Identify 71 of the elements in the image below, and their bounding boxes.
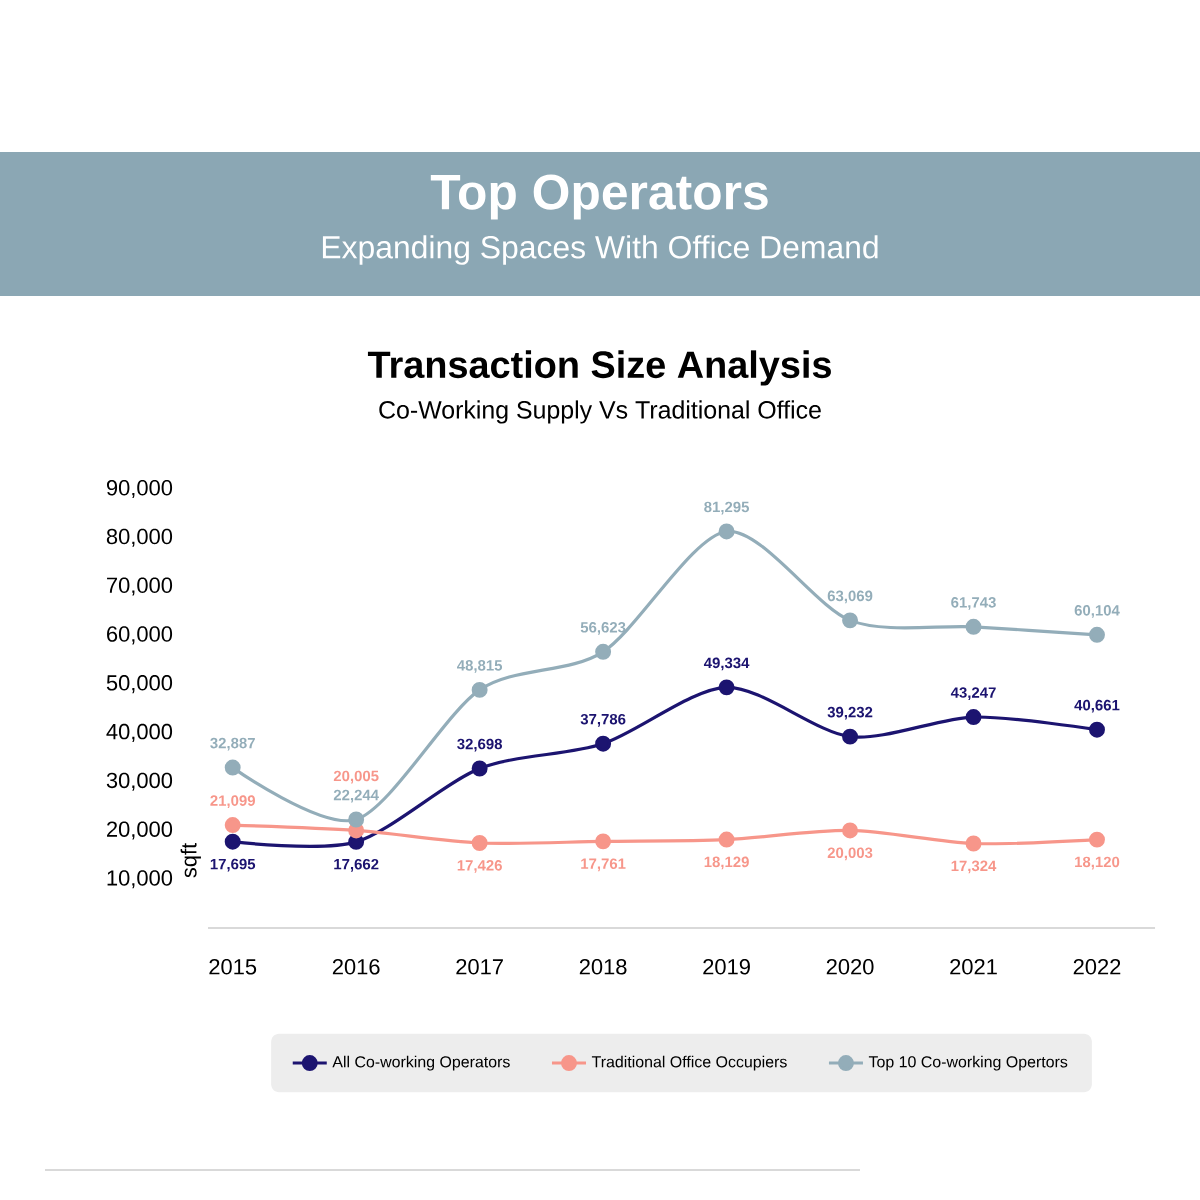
x-tick-label: 2022 <box>1073 959 1121 975</box>
y-tick-label: 40,000 <box>106 723 173 742</box>
text: Expanding Spaces With Office Demand <box>322 235 878 265</box>
y-tick-label: 50,000 <box>106 675 173 694</box>
legend-label: Traditional Office Occupiers <box>591 1055 787 1071</box>
point <box>1089 626 1105 643</box>
y-tick-label: 20,000 <box>107 821 173 840</box>
y-tick-label: 70,000 <box>107 577 173 596</box>
point <box>965 709 982 726</box>
legend-label: Top 10 Co-working Opertors <box>868 1055 1068 1071</box>
chart-title: Transaction Size Analysis <box>367 350 831 386</box>
y-tick-label: 30,000 <box>106 772 173 791</box>
data-label: 43,247 <box>950 687 996 701</box>
point <box>718 679 735 696</box>
data-label: 20,005 <box>333 770 379 784</box>
point <box>595 833 612 850</box>
data-label: 49,334 <box>703 657 750 671</box>
data-label: 37,786 <box>580 713 626 727</box>
x-tick-label: 2017 <box>456 959 503 975</box>
point <box>965 618 982 635</box>
y-tick-label: 80,000 <box>106 528 173 547</box>
legend-label: All Co-working Operators <box>332 1055 510 1071</box>
point <box>595 735 612 752</box>
data-label: 18,129 <box>704 856 749 870</box>
point <box>224 817 241 834</box>
point <box>471 681 488 698</box>
y-tick-label: 90,000 <box>106 479 173 499</box>
x-tick-label: 2015 <box>209 959 257 975</box>
data-label: 17,761 <box>581 858 626 872</box>
data-label: 17,324 <box>951 860 997 874</box>
data-label: 17,695 <box>210 858 256 872</box>
y-axis-title: sqft <box>180 842 201 878</box>
point <box>842 612 859 629</box>
data-label: 56,623 <box>580 622 626 635</box>
point <box>842 728 859 745</box>
data-label: 81,295 <box>704 501 750 515</box>
point <box>1089 831 1105 848</box>
point <box>1089 721 1105 738</box>
point <box>965 835 982 852</box>
y-tick-label: 60,000 <box>107 626 173 645</box>
data-label: 17,662 <box>334 858 379 872</box>
x-tick-label: 2020 <box>826 959 874 975</box>
x-tick-label: 2019 <box>703 959 750 975</box>
point <box>718 831 735 848</box>
point <box>595 643 612 660</box>
data-label: 32,887 <box>210 737 255 751</box>
y-tick-label: 10,000 <box>107 870 173 889</box>
data-label: 32,698 <box>457 738 503 752</box>
chart-subtitle: Co-Working Supply Vs Traditional Office <box>379 400 821 424</box>
x-tick-label: 2018 <box>579 959 627 975</box>
point <box>224 759 241 776</box>
point <box>471 835 488 851</box>
x-tick-label: 2021 <box>950 959 997 975</box>
point <box>471 760 488 777</box>
data-label: 18,120 <box>1075 856 1120 870</box>
data-label: 22,244 <box>333 789 379 803</box>
data-label: 17,426 <box>457 860 502 873</box>
point <box>842 822 859 839</box>
x-tick-label: 2016 <box>332 959 380 975</box>
point <box>224 833 241 850</box>
data-label: 63,069 <box>827 590 873 604</box>
data-label: 21,099 <box>210 795 255 809</box>
data-label: 61,743 <box>951 597 996 610</box>
data-label: 48,815 <box>457 660 503 673</box>
data-label: 40,661 <box>1074 699 1120 713</box>
data-label: 60,104 <box>1074 605 1120 618</box>
point <box>348 811 365 828</box>
point <box>718 523 735 540</box>
text: Top Operators <box>430 174 768 220</box>
data-label: 39,232 <box>827 706 873 720</box>
data-label: 20,003 <box>827 847 873 861</box>
